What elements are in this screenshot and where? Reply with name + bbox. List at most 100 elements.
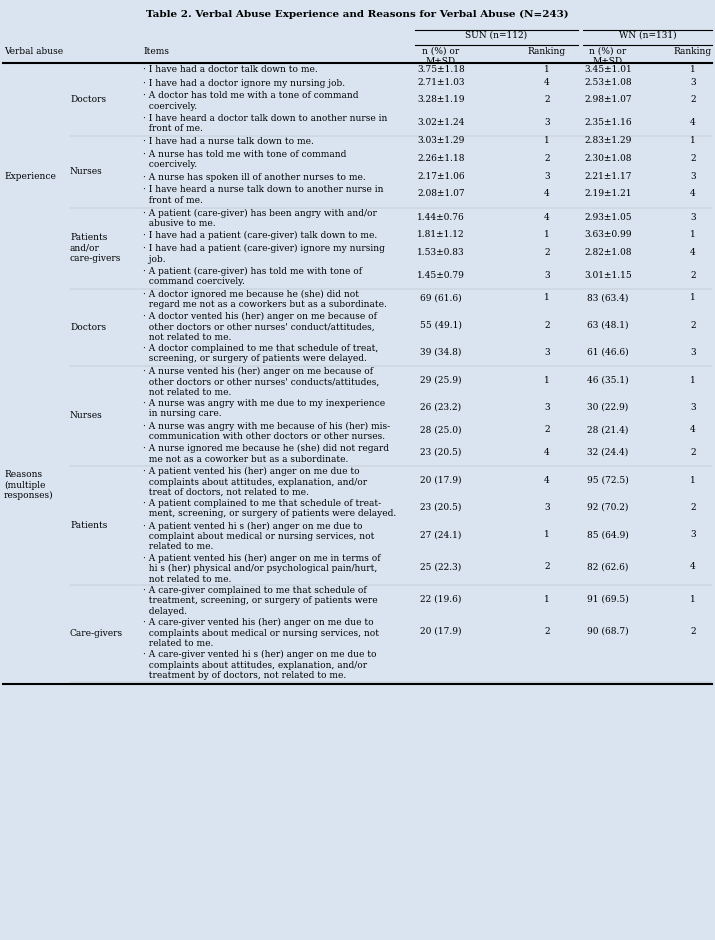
Text: · I have had a patient (care-giver) talk down to me.: · I have had a patient (care-giver) talk…: [143, 231, 378, 240]
Text: n (%) or
M±SD: n (%) or M±SD: [423, 47, 460, 67]
Text: 22 (19.6): 22 (19.6): [420, 595, 462, 603]
Text: 3.75±1.18: 3.75±1.18: [417, 65, 465, 73]
Text: 2.83±1.29: 2.83±1.29: [584, 136, 631, 146]
Text: 3: 3: [690, 172, 696, 180]
Text: 55 (49.1): 55 (49.1): [420, 321, 462, 330]
Text: · A nurse was angry with me due to my inexperience
  in nursing care.: · A nurse was angry with me due to my in…: [143, 399, 385, 418]
Text: 4: 4: [544, 190, 550, 198]
Text: 1: 1: [690, 376, 696, 384]
Text: 69 (61.6): 69 (61.6): [420, 293, 462, 303]
Text: Items: Items: [143, 47, 169, 56]
Text: · I have heard a nurse talk down to another nurse in
  front of me.: · I have heard a nurse talk down to anot…: [143, 185, 383, 205]
Text: 3: 3: [690, 348, 696, 357]
Text: 1: 1: [544, 65, 550, 73]
Text: 3.03±1.29: 3.03±1.29: [418, 136, 465, 146]
Text: 2: 2: [690, 271, 696, 279]
Text: SUN (n=112): SUN (n=112): [465, 31, 528, 40]
Text: 39 (34.8): 39 (34.8): [420, 348, 462, 357]
Text: 1: 1: [544, 376, 550, 384]
Text: 28 (25.0): 28 (25.0): [420, 426, 462, 434]
Text: · A patient (care-giver) has told me with tone of
  command coercively.: · A patient (care-giver) has told me wit…: [143, 267, 362, 286]
Text: 2.98±1.07: 2.98±1.07: [584, 96, 632, 104]
Text: 83 (63.4): 83 (63.4): [587, 293, 628, 303]
Text: Patients: Patients: [70, 521, 107, 530]
Text: 30 (22.9): 30 (22.9): [588, 403, 628, 412]
Text: · A nurse has told me with tone of command
  coercively.: · A nurse has told me with tone of comma…: [143, 150, 346, 169]
Text: 3: 3: [544, 172, 550, 180]
Text: · I have had a patient (care-giver) ignore my nursing
  job.: · I have had a patient (care-giver) igno…: [143, 244, 385, 263]
Text: 3: 3: [544, 348, 550, 357]
Text: 3: 3: [690, 403, 696, 412]
Text: 2: 2: [690, 154, 696, 163]
Text: · A care-giver vented his (her) anger on me due to
  complaints about medical or: · A care-giver vented his (her) anger on…: [143, 618, 379, 648]
Text: · A doctor complained to me that schedule of treat,
  screening, or surgery of p: · A doctor complained to me that schedul…: [143, 344, 378, 364]
Text: Experience: Experience: [4, 172, 56, 181]
Text: 1.45±0.79: 1.45±0.79: [417, 271, 465, 279]
Text: 29 (25.9): 29 (25.9): [420, 376, 462, 384]
Text: 90 (68.7): 90 (68.7): [587, 627, 628, 635]
Text: 2: 2: [690, 503, 696, 512]
Text: Ranking: Ranking: [674, 47, 712, 56]
Text: 2: 2: [544, 321, 550, 330]
Text: 1.81±1.12: 1.81±1.12: [417, 230, 465, 240]
Text: · A care-giver complained to me that schedule of
  treatment, screening, or surg: · A care-giver complained to me that sch…: [143, 586, 378, 616]
Text: 2: 2: [690, 321, 696, 330]
Text: Doctors: Doctors: [70, 322, 106, 332]
Text: 1: 1: [690, 65, 696, 73]
Text: 2: 2: [690, 96, 696, 104]
Text: WN (n=131): WN (n=131): [618, 31, 676, 40]
Text: Ranking: Ranking: [528, 47, 566, 56]
Text: 2: 2: [690, 448, 696, 457]
Text: 3: 3: [544, 118, 550, 127]
Text: 2.08±1.07: 2.08±1.07: [417, 190, 465, 198]
Text: 2.17±1.06: 2.17±1.06: [417, 172, 465, 180]
Text: 3.28±1.19: 3.28±1.19: [418, 96, 465, 104]
Text: 2: 2: [544, 96, 550, 104]
Text: 25 (22.3): 25 (22.3): [420, 562, 462, 572]
Text: 4: 4: [690, 562, 696, 572]
Text: 85 (64.9): 85 (64.9): [587, 530, 629, 540]
Text: 23 (20.5): 23 (20.5): [420, 503, 462, 512]
Text: 2.21±1.17: 2.21±1.17: [584, 172, 632, 180]
Text: 61 (46.6): 61 (46.6): [587, 348, 628, 357]
Text: 2: 2: [544, 627, 550, 635]
Text: 1: 1: [690, 595, 696, 603]
Text: 1: 1: [544, 293, 550, 303]
Text: 95 (72.5): 95 (72.5): [587, 476, 629, 485]
Text: · A nurse ignored me because he (she) did not regard
  me not as a coworker but : · A nurse ignored me because he (she) di…: [143, 444, 389, 463]
Text: 1: 1: [690, 230, 696, 240]
Text: 2.35±1.16: 2.35±1.16: [584, 118, 632, 127]
Text: Nurses: Nurses: [70, 167, 103, 176]
Text: 3.45±1.01: 3.45±1.01: [584, 65, 632, 73]
Text: Care-givers: Care-givers: [70, 629, 123, 637]
Text: · A patient complained to me that schedule of treat-
  ment, screening, or surge: · A patient complained to me that schedu…: [143, 499, 396, 518]
Text: Patients
and/or
care-givers: Patients and/or care-givers: [70, 233, 122, 262]
Text: 63 (48.1): 63 (48.1): [587, 321, 628, 330]
Text: Doctors: Doctors: [70, 96, 106, 104]
Text: 4: 4: [544, 212, 550, 222]
Text: 2: 2: [544, 426, 550, 434]
Text: 2.53±1.08: 2.53±1.08: [584, 78, 632, 86]
Text: 4: 4: [690, 190, 696, 198]
Text: Nurses: Nurses: [70, 412, 103, 420]
Text: · A patient vented hi s (her) anger on me due to
  complaint about medical or nu: · A patient vented hi s (her) anger on m…: [143, 522, 375, 552]
Text: 3: 3: [544, 403, 550, 412]
Text: 4: 4: [544, 476, 550, 485]
Text: 3: 3: [544, 271, 550, 279]
Text: 3.02±1.24: 3.02±1.24: [418, 118, 465, 127]
Text: 2: 2: [690, 627, 696, 635]
Text: · A nurse vented his (her) anger on me because of
  other doctors or other nurse: · A nurse vented his (her) anger on me b…: [143, 367, 379, 397]
Text: · A nurse was angry with me because of his (her) mis-
  communication with other: · A nurse was angry with me because of h…: [143, 421, 390, 441]
Text: · I have heard a doctor talk down to another nurse in
  front of me.: · I have heard a doctor talk down to ano…: [143, 114, 388, 133]
Text: 2.26±1.18: 2.26±1.18: [418, 154, 465, 163]
Text: 1.53±0.83: 1.53±0.83: [417, 248, 465, 257]
Text: · A doctor has told me with a tone of command
  coercively.: · A doctor has told me with a tone of co…: [143, 91, 358, 111]
Text: 4: 4: [544, 78, 550, 86]
Text: 26 (23.2): 26 (23.2): [420, 403, 462, 412]
Text: 4: 4: [544, 448, 550, 457]
Text: 91 (69.5): 91 (69.5): [587, 595, 629, 603]
Text: 3: 3: [690, 78, 696, 86]
Text: 3: 3: [544, 503, 550, 512]
Text: Verbal abuse: Verbal abuse: [4, 47, 63, 56]
Text: 3.01±1.15: 3.01±1.15: [584, 271, 632, 279]
